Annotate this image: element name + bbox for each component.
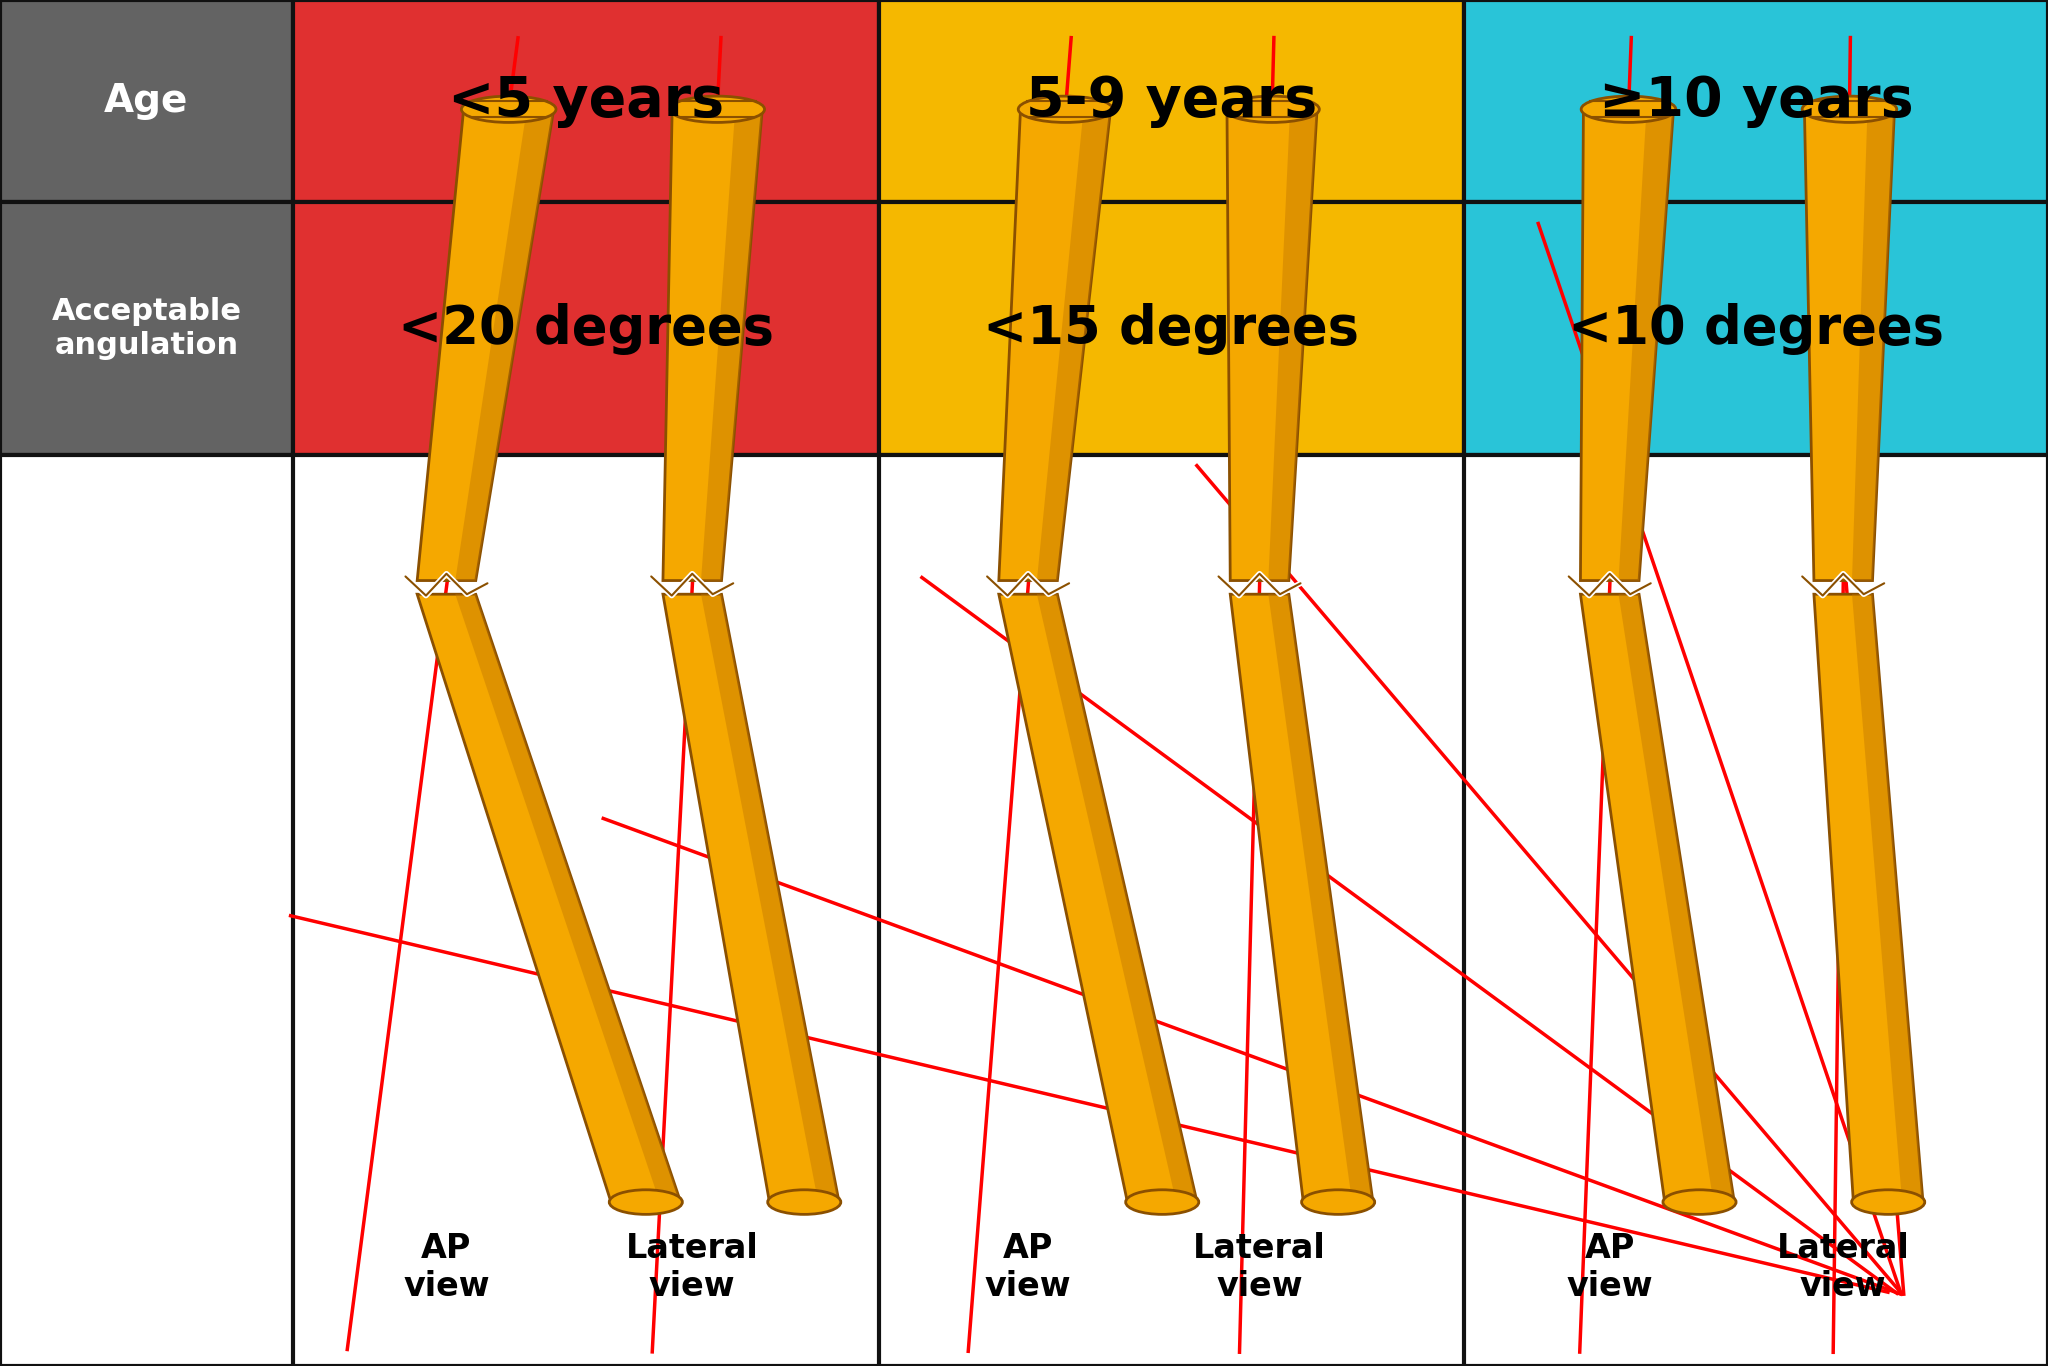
Ellipse shape (1851, 1190, 1925, 1214)
Polygon shape (1036, 594, 1196, 1202)
Polygon shape (1581, 594, 1735, 1202)
Text: <20 degrees: <20 degrees (397, 302, 774, 355)
Polygon shape (1268, 594, 1372, 1202)
FancyBboxPatch shape (293, 202, 879, 455)
Polygon shape (1036, 109, 1110, 581)
Polygon shape (1618, 594, 1735, 1202)
Ellipse shape (608, 1190, 682, 1214)
Polygon shape (1815, 594, 1923, 1202)
Polygon shape (1804, 109, 1894, 581)
FancyBboxPatch shape (879, 202, 1464, 455)
FancyBboxPatch shape (0, 202, 293, 455)
Polygon shape (700, 109, 762, 581)
Polygon shape (455, 109, 553, 581)
Text: Lateral
view: Lateral view (1778, 1232, 1909, 1303)
Text: 5-9 years: 5-9 years (1026, 74, 1317, 128)
Text: <15 degrees: <15 degrees (983, 302, 1360, 355)
Polygon shape (700, 594, 840, 1202)
Polygon shape (418, 109, 553, 581)
FancyBboxPatch shape (0, 455, 2048, 1366)
Ellipse shape (1018, 96, 1112, 123)
Polygon shape (1227, 109, 1317, 581)
Ellipse shape (670, 96, 764, 123)
Polygon shape (1618, 109, 1673, 581)
Polygon shape (1851, 109, 1894, 581)
Text: <5 years: <5 years (449, 74, 723, 128)
FancyBboxPatch shape (879, 0, 1464, 202)
Ellipse shape (461, 96, 555, 123)
Polygon shape (664, 109, 762, 581)
Polygon shape (664, 594, 840, 1202)
FancyBboxPatch shape (293, 0, 879, 202)
Ellipse shape (768, 1190, 842, 1214)
FancyBboxPatch shape (1464, 0, 2048, 202)
Ellipse shape (1225, 96, 1319, 123)
Ellipse shape (1663, 1190, 1737, 1214)
Text: AP
view: AP view (985, 1232, 1071, 1303)
Text: Lateral
view: Lateral view (1194, 1232, 1325, 1303)
Polygon shape (999, 594, 1196, 1202)
Polygon shape (1231, 594, 1372, 1202)
Polygon shape (1851, 594, 1923, 1202)
FancyBboxPatch shape (0, 0, 293, 202)
Ellipse shape (1126, 1190, 1198, 1214)
Ellipse shape (1581, 96, 1675, 123)
Polygon shape (999, 109, 1110, 581)
Polygon shape (1581, 109, 1673, 581)
Ellipse shape (1303, 1190, 1374, 1214)
Text: AP
view: AP view (1567, 1232, 1653, 1303)
Polygon shape (455, 594, 680, 1202)
Text: ≥10 years: ≥10 years (1599, 74, 1913, 128)
Ellipse shape (1802, 96, 1896, 123)
Text: Acceptable
angulation: Acceptable angulation (51, 298, 242, 359)
Text: AP
view: AP view (403, 1232, 489, 1303)
Text: <10 degrees: <10 degrees (1569, 302, 1944, 355)
FancyBboxPatch shape (1464, 202, 2048, 455)
Polygon shape (418, 594, 680, 1202)
Polygon shape (1268, 109, 1317, 581)
Text: Lateral
view: Lateral view (627, 1232, 758, 1303)
Text: Age: Age (104, 82, 188, 120)
